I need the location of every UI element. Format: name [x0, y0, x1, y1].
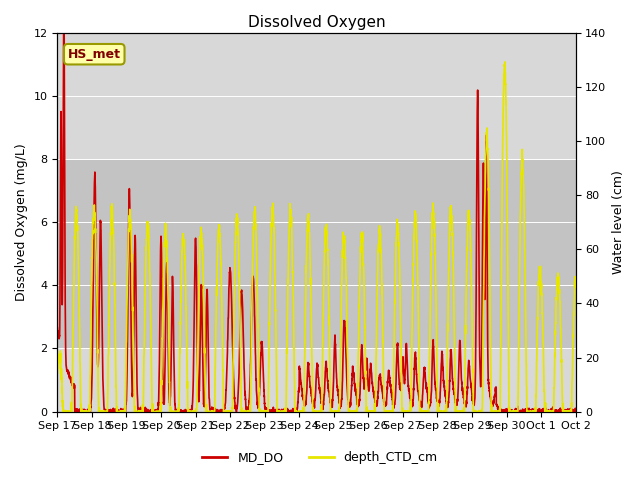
Text: HS_met: HS_met	[68, 48, 121, 61]
Title: Dissolved Oxygen: Dissolved Oxygen	[248, 15, 385, 30]
Legend: MD_DO, depth_CTD_cm: MD_DO, depth_CTD_cm	[197, 446, 443, 469]
Y-axis label: Water level (cm): Water level (cm)	[612, 170, 625, 274]
Y-axis label: Dissolved Oxygen (mg/L): Dissolved Oxygen (mg/L)	[15, 143, 28, 301]
Bar	[58, 159, 575, 348]
